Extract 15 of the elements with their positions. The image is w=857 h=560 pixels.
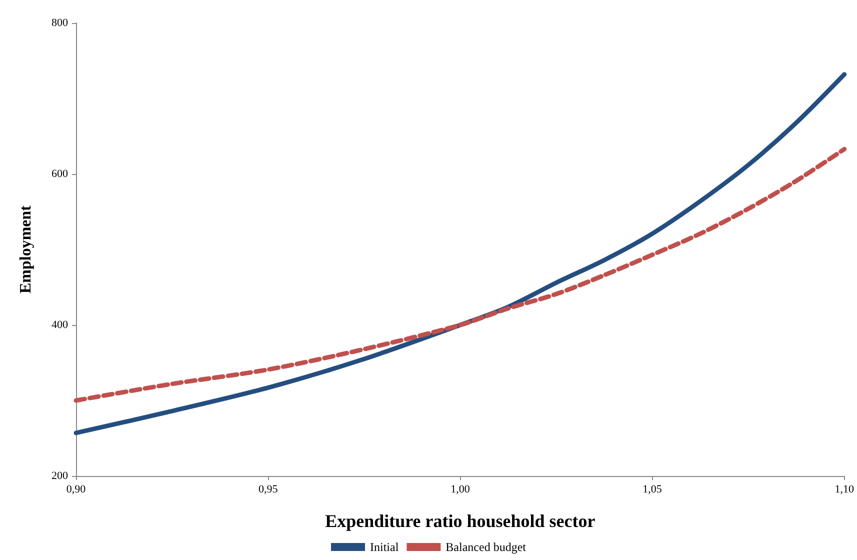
x-tick-label: 1,00: [450, 484, 470, 496]
x-tick-label: 0,90: [66, 484, 86, 496]
line-series: [74, 146, 847, 403]
x-axis-title: Expenditure ratio household sector: [325, 511, 596, 531]
x-tick-label: 1,10: [834, 484, 854, 496]
legend-label: Balanced budget: [446, 540, 527, 554]
x-tick-label: 0,95: [258, 484, 278, 496]
y-axis-title: Employment: [18, 204, 34, 294]
line-series: [74, 72, 847, 436]
y-tick-label: 200: [52, 470, 68, 482]
legend-label: Initial: [370, 540, 400, 554]
x-tick-label: 1,05: [642, 484, 662, 496]
y-tick-label: 400: [52, 319, 68, 331]
y-tick-label: 800: [52, 17, 68, 29]
y-tick-label: 600: [52, 168, 68, 180]
